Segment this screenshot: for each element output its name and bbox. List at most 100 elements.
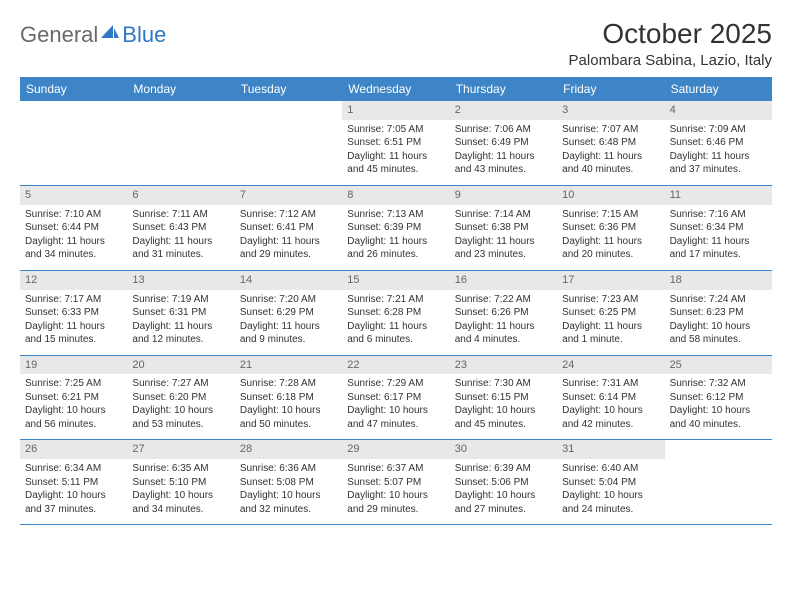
- day-cell: 10Sunrise: 7:15 AMSunset: 6:36 PMDayligh…: [557, 186, 664, 270]
- sunset-line: Sunset: 6:18 PM: [240, 391, 337, 405]
- sunrise-line: Sunrise: 7:07 AM: [562, 123, 659, 137]
- sunset-line: Sunset: 6:48 PM: [562, 136, 659, 150]
- sunrise-line: Sunrise: 7:13 AM: [347, 208, 444, 222]
- sunset-line: Sunset: 6:29 PM: [240, 306, 337, 320]
- sunrise-line: Sunrise: 6:37 AM: [347, 462, 444, 476]
- day-cell: 15Sunrise: 7:21 AMSunset: 6:28 PMDayligh…: [342, 271, 449, 355]
- day-number: 31: [557, 440, 664, 459]
- day-number: 30: [450, 440, 557, 459]
- day-number: 12: [20, 271, 127, 290]
- day-cell: 8Sunrise: 7:13 AMSunset: 6:39 PMDaylight…: [342, 186, 449, 270]
- sunset-line: Sunset: 6:36 PM: [562, 221, 659, 235]
- day-cell: 28Sunrise: 6:36 AMSunset: 5:08 PMDayligh…: [235, 440, 342, 524]
- daylight-line: Daylight: 10 hours and 24 minutes.: [562, 489, 659, 516]
- daylight-line: Daylight: 11 hours and 17 minutes.: [670, 235, 767, 262]
- sunset-line: Sunset: 5:06 PM: [455, 476, 552, 490]
- daylight-line: Daylight: 10 hours and 27 minutes.: [455, 489, 552, 516]
- daylight-line: Daylight: 10 hours and 58 minutes.: [670, 320, 767, 347]
- week-row: 26Sunrise: 6:34 AMSunset: 5:11 PMDayligh…: [20, 440, 772, 525]
- sunrise-line: Sunrise: 7:14 AM: [455, 208, 552, 222]
- calendar: SundayMondayTuesdayWednesdayThursdayFrid…: [20, 77, 772, 525]
- sunrise-line: Sunrise: 7:31 AM: [562, 377, 659, 391]
- day-cell: 2Sunrise: 7:06 AMSunset: 6:49 PMDaylight…: [450, 101, 557, 185]
- location: Palombara Sabina, Lazio, Italy: [569, 52, 772, 69]
- sunrise-line: Sunrise: 7:27 AM: [132, 377, 229, 391]
- day-cell: 7Sunrise: 7:12 AMSunset: 6:41 PMDaylight…: [235, 186, 342, 270]
- daylight-line: Daylight: 10 hours and 50 minutes.: [240, 404, 337, 431]
- day-number: 2: [450, 101, 557, 120]
- daylight-line: Daylight: 10 hours and 34 minutes.: [132, 489, 229, 516]
- daylight-line: Daylight: 11 hours and 29 minutes.: [240, 235, 337, 262]
- day-cell: 18Sunrise: 7:24 AMSunset: 6:23 PMDayligh…: [665, 271, 772, 355]
- week-row: 12Sunrise: 7:17 AMSunset: 6:33 PMDayligh…: [20, 271, 772, 356]
- sunrise-line: Sunrise: 6:35 AM: [132, 462, 229, 476]
- sunset-line: Sunset: 6:25 PM: [562, 306, 659, 320]
- day-number: 14: [235, 271, 342, 290]
- day-number: 20: [127, 356, 234, 375]
- day-header: Saturday: [665, 77, 772, 101]
- sunrise-line: Sunrise: 6:39 AM: [455, 462, 552, 476]
- sunrise-line: Sunrise: 7:24 AM: [670, 293, 767, 307]
- sunset-line: Sunset: 5:11 PM: [25, 476, 122, 490]
- day-cell: [20, 101, 127, 185]
- day-header-row: SundayMondayTuesdayWednesdayThursdayFrid…: [20, 77, 772, 101]
- sunrise-line: Sunrise: 7:21 AM: [347, 293, 444, 307]
- logo-sail-icon: [100, 24, 120, 47]
- daylight-line: Daylight: 10 hours and 45 minutes.: [455, 404, 552, 431]
- weeks-container: 1Sunrise: 7:05 AMSunset: 6:51 PMDaylight…: [20, 101, 772, 525]
- sunrise-line: Sunrise: 6:34 AM: [25, 462, 122, 476]
- daylight-line: Daylight: 11 hours and 31 minutes.: [132, 235, 229, 262]
- day-cell: 21Sunrise: 7:28 AMSunset: 6:18 PMDayligh…: [235, 356, 342, 440]
- sunset-line: Sunset: 6:43 PM: [132, 221, 229, 235]
- sunset-line: Sunset: 5:07 PM: [347, 476, 444, 490]
- daylight-line: Daylight: 11 hours and 43 minutes.: [455, 150, 552, 177]
- day-cell: 19Sunrise: 7:25 AMSunset: 6:21 PMDayligh…: [20, 356, 127, 440]
- day-cell: 13Sunrise: 7:19 AMSunset: 6:31 PMDayligh…: [127, 271, 234, 355]
- day-number: 4: [665, 101, 772, 120]
- sunrise-line: Sunrise: 7:12 AM: [240, 208, 337, 222]
- sunrise-line: Sunrise: 7:05 AM: [347, 123, 444, 137]
- day-number: 13: [127, 271, 234, 290]
- day-number: 24: [557, 356, 664, 375]
- daylight-line: Daylight: 10 hours and 29 minutes.: [347, 489, 444, 516]
- day-cell: 26Sunrise: 6:34 AMSunset: 5:11 PMDayligh…: [20, 440, 127, 524]
- sunset-line: Sunset: 6:15 PM: [455, 391, 552, 405]
- sunset-line: Sunset: 6:21 PM: [25, 391, 122, 405]
- sunset-line: Sunset: 6:39 PM: [347, 221, 444, 235]
- sunset-line: Sunset: 6:28 PM: [347, 306, 444, 320]
- day-cell: [665, 440, 772, 524]
- day-number: 15: [342, 271, 449, 290]
- daylight-line: Daylight: 11 hours and 9 minutes.: [240, 320, 337, 347]
- sunset-line: Sunset: 5:08 PM: [240, 476, 337, 490]
- day-number: 16: [450, 271, 557, 290]
- day-cell: 1Sunrise: 7:05 AMSunset: 6:51 PMDaylight…: [342, 101, 449, 185]
- sunrise-line: Sunrise: 7:25 AM: [25, 377, 122, 391]
- daylight-line: Daylight: 11 hours and 23 minutes.: [455, 235, 552, 262]
- day-number: 1: [342, 101, 449, 120]
- header: General Blue October 2025 Palombara Sabi…: [20, 18, 772, 69]
- sunset-line: Sunset: 6:17 PM: [347, 391, 444, 405]
- daylight-line: Daylight: 11 hours and 40 minutes.: [562, 150, 659, 177]
- daylight-line: Daylight: 10 hours and 53 minutes.: [132, 404, 229, 431]
- day-cell: 22Sunrise: 7:29 AMSunset: 6:17 PMDayligh…: [342, 356, 449, 440]
- day-header: Friday: [557, 77, 664, 101]
- sunset-line: Sunset: 6:20 PM: [132, 391, 229, 405]
- day-cell: [127, 101, 234, 185]
- day-header: Wednesday: [342, 77, 449, 101]
- day-number: 18: [665, 271, 772, 290]
- logo-text-1: General: [20, 22, 98, 48]
- month-title: October 2025: [569, 18, 772, 50]
- sunset-line: Sunset: 5:10 PM: [132, 476, 229, 490]
- sunset-line: Sunset: 6:38 PM: [455, 221, 552, 235]
- sunrise-line: Sunrise: 7:29 AM: [347, 377, 444, 391]
- day-cell: 4Sunrise: 7:09 AMSunset: 6:46 PMDaylight…: [665, 101, 772, 185]
- day-cell: 25Sunrise: 7:32 AMSunset: 6:12 PMDayligh…: [665, 356, 772, 440]
- title-block: October 2025 Palombara Sabina, Lazio, It…: [569, 18, 772, 69]
- day-number: 23: [450, 356, 557, 375]
- sunset-line: Sunset: 6:44 PM: [25, 221, 122, 235]
- sunrise-line: Sunrise: 7:09 AM: [670, 123, 767, 137]
- day-number: 19: [20, 356, 127, 375]
- day-cell: 23Sunrise: 7:30 AMSunset: 6:15 PMDayligh…: [450, 356, 557, 440]
- sunset-line: Sunset: 6:49 PM: [455, 136, 552, 150]
- sunset-line: Sunset: 6:41 PM: [240, 221, 337, 235]
